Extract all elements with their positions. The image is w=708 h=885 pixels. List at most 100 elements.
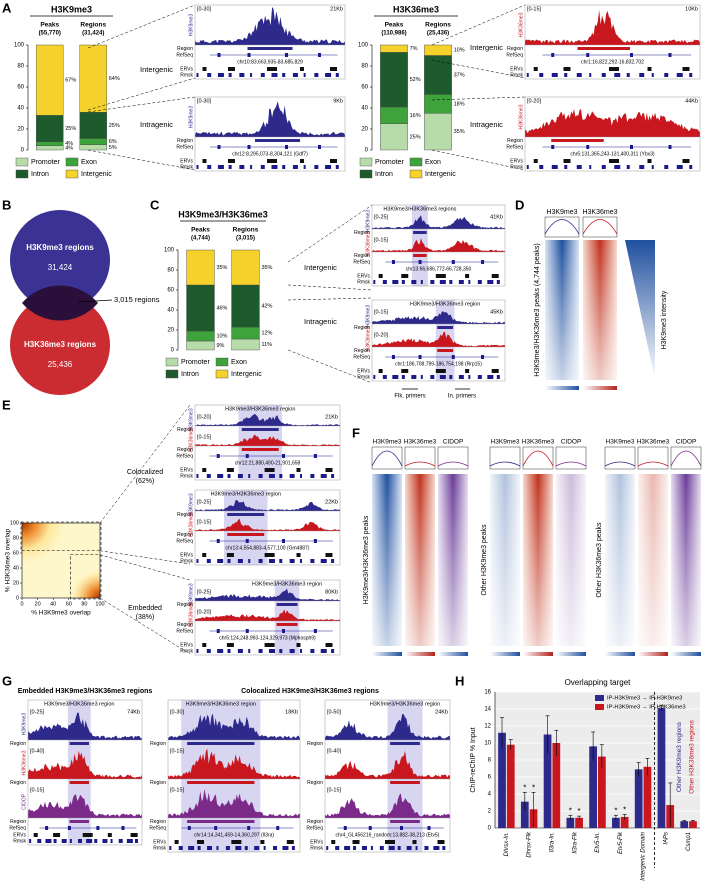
row-label: Rmsk xyxy=(153,845,166,851)
x-tick-label: 80 xyxy=(81,601,87,607)
gene-exon xyxy=(313,454,317,458)
track-mark: H3K9me3 xyxy=(188,106,194,128)
rmsk xyxy=(248,474,251,478)
panel-label: A xyxy=(2,0,12,15)
rmsk xyxy=(244,846,248,850)
value-label: 25% xyxy=(109,123,120,129)
gene-exon xyxy=(630,53,633,57)
track-header: H3K9me3/H3K36me3 region xyxy=(252,581,322,587)
track-frame xyxy=(194,96,346,172)
gene-exon xyxy=(586,145,590,149)
rmsk xyxy=(196,474,199,478)
erv xyxy=(609,67,619,71)
rmsk xyxy=(282,846,289,850)
track-scale: [0-15] xyxy=(170,787,185,793)
gene-exon xyxy=(247,145,251,149)
track-coords: chr12:21,880,490-21,901,658 xyxy=(235,460,301,466)
legend-swatch xyxy=(165,369,179,379)
rmsk xyxy=(320,649,327,653)
bar-segment xyxy=(79,138,107,145)
heatmap-fade xyxy=(583,240,617,380)
erv xyxy=(300,159,304,163)
row-label: Rmsk xyxy=(180,648,193,654)
rmsk xyxy=(273,846,278,850)
rmsk xyxy=(551,165,558,169)
legend-swatch xyxy=(359,157,373,167)
region-bar xyxy=(69,781,89,784)
row-label: RefSeq xyxy=(149,825,166,831)
rmsk xyxy=(217,474,224,478)
profile-frame xyxy=(522,446,554,470)
category-count: (25,436) xyxy=(427,31,449,37)
rmsk xyxy=(217,649,224,653)
rmsk xyxy=(300,559,303,563)
erv xyxy=(228,159,235,163)
column-title: H3K36me3 xyxy=(404,439,437,446)
row-label: RefSeq xyxy=(176,453,193,459)
rmsk xyxy=(564,165,568,169)
region-type: Intragenic xyxy=(140,120,173,129)
row-label: Region xyxy=(507,46,523,52)
region-bar xyxy=(241,448,279,451)
legend-label: Intergenic xyxy=(231,371,262,378)
y-tick-label: 40 xyxy=(167,308,174,314)
signal-track xyxy=(372,311,505,324)
gene-exon xyxy=(276,826,280,830)
y-tick-label: 40 xyxy=(13,565,19,571)
column-title: CIDOP xyxy=(561,439,582,446)
gene-exon xyxy=(400,826,403,830)
value-label: 5% xyxy=(109,145,117,151)
track-size: 80Kb xyxy=(325,589,338,595)
region-type: Intergenic xyxy=(304,263,337,272)
rmsk xyxy=(361,846,367,850)
legend-label: Exon xyxy=(81,159,97,166)
erv xyxy=(325,643,333,647)
rmsk xyxy=(239,73,245,77)
profile xyxy=(371,450,403,467)
rmsk xyxy=(458,280,464,284)
bar-segment xyxy=(186,284,215,332)
erv xyxy=(82,833,93,837)
rmsk xyxy=(169,846,172,850)
signal-track xyxy=(168,713,300,740)
gene-exon xyxy=(247,53,251,57)
region-bar xyxy=(413,231,427,234)
track-frame xyxy=(194,489,341,566)
rmsk xyxy=(258,559,263,563)
x-tick-label: Csmp1 xyxy=(686,832,692,851)
rule xyxy=(287,204,373,263)
rmsk xyxy=(289,559,295,563)
rule xyxy=(99,597,191,655)
erv xyxy=(228,67,235,71)
colorbar xyxy=(583,386,617,390)
rmsk xyxy=(197,846,201,850)
bar xyxy=(612,817,620,828)
x-tick-label: Il3ra-In. xyxy=(550,832,556,852)
erv xyxy=(202,643,207,647)
erv xyxy=(325,553,333,557)
track-header: H3K9me3/H3K36me3 region xyxy=(410,301,480,307)
rmsk xyxy=(477,375,482,379)
signal-track xyxy=(325,750,450,779)
rmsk xyxy=(626,73,630,77)
value-label: 11% xyxy=(261,342,272,348)
erv xyxy=(33,833,38,837)
row-label: Rmsk xyxy=(13,838,26,844)
colorbar xyxy=(638,652,668,656)
track-size: 22Kb xyxy=(325,499,338,505)
erv xyxy=(300,67,304,71)
signal-track xyxy=(195,518,340,531)
legend-label: Intergenic xyxy=(425,171,456,178)
track-mark: H3K36me3 xyxy=(518,104,524,129)
rmsk xyxy=(279,474,283,478)
row-label: Region xyxy=(307,819,323,825)
y-tick-label: 0 xyxy=(365,148,369,154)
bar xyxy=(566,817,575,828)
rule xyxy=(99,554,191,581)
x-tick-label: Regions xyxy=(80,22,106,29)
profile-frame xyxy=(670,446,702,470)
gene-exon xyxy=(668,53,672,57)
track-scale: [0-15] xyxy=(30,787,45,793)
y-tick-label: 0 xyxy=(16,595,19,601)
gene-exon xyxy=(216,454,220,458)
